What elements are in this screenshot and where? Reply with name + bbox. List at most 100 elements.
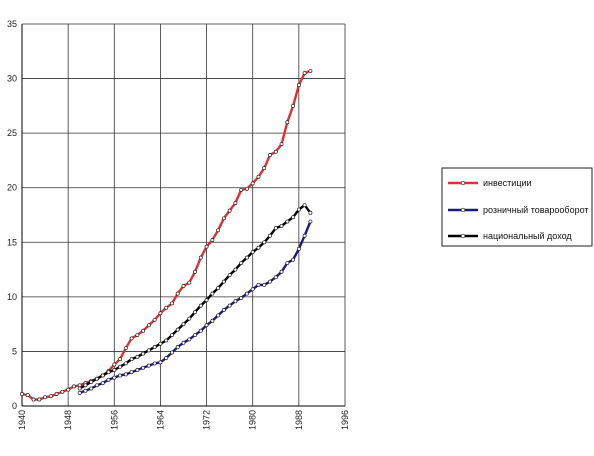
data-point (227, 208, 232, 213)
data-point (239, 295, 244, 300)
data-point (233, 201, 238, 205)
y-tick-label: 35 (7, 19, 17, 29)
data-point (106, 377, 111, 382)
data-point (112, 375, 117, 380)
data-point (83, 383, 88, 388)
data-point (129, 336, 134, 341)
data-point (54, 392, 59, 396)
data-point (37, 397, 42, 402)
data-point (308, 210, 313, 215)
x-tick-label: 1948 (63, 410, 73, 430)
data-point (123, 346, 128, 351)
data-point (152, 317, 157, 322)
data-point (77, 390, 82, 395)
data-point (244, 255, 249, 260)
data-point (175, 327, 180, 332)
data-point (302, 71, 307, 76)
data-point (164, 305, 169, 310)
data-point (233, 299, 238, 304)
y-tick-label: 5 (12, 346, 17, 356)
data-point (170, 333, 174, 338)
data-point (123, 372, 128, 377)
legend-label: розничный товарооборот (483, 205, 589, 215)
data-point (141, 328, 146, 333)
y-axis-tick-labels: 0 5 10 15 20 25 30 35 (7, 19, 17, 411)
data-point (112, 362, 117, 367)
data-point (187, 337, 192, 342)
data-point (233, 267, 238, 272)
data-point (221, 279, 226, 284)
data-point (193, 310, 197, 315)
data-point (158, 341, 163, 346)
data-point (204, 323, 209, 328)
data-point (129, 357, 134, 362)
data-point (146, 323, 151, 328)
data-point (210, 318, 215, 323)
y-tick-label: 25 (7, 128, 17, 138)
data-point (175, 291, 180, 296)
data-point (164, 356, 169, 360)
data-point (250, 287, 255, 292)
data-point (244, 186, 249, 191)
data-point (146, 348, 151, 353)
data-point (262, 240, 267, 245)
data-point (25, 393, 30, 398)
data-point (268, 233, 272, 238)
data-point (193, 333, 197, 338)
data-point (112, 368, 117, 372)
data-point (181, 322, 186, 327)
data-point (71, 384, 76, 389)
y-tick-label: 0 (12, 401, 17, 411)
data-point (60, 389, 65, 394)
data-point (268, 279, 272, 284)
data-point (273, 226, 278, 231)
data-point (244, 291, 249, 296)
data-point (221, 216, 226, 221)
data-point (216, 313, 221, 318)
legend: инвестиции розничный товарооборот национал… (441, 167, 593, 247)
data-point (268, 153, 272, 157)
data-point (204, 244, 209, 249)
data-point (158, 311, 163, 316)
y-tick-label: 10 (7, 292, 17, 302)
x-axis-tick-labels: 1940 1948 1956 1964 1972 1980 1988 1996 (17, 410, 350, 430)
gridlines (21, 23, 346, 407)
data-point (118, 373, 123, 378)
x-tick-label: 1996 (340, 410, 350, 430)
data-point (250, 181, 255, 186)
data-point (187, 316, 192, 321)
plot-area (22, 24, 345, 406)
x-tick-label: 1980 (248, 410, 258, 430)
data-point (279, 269, 284, 274)
data-point (285, 120, 290, 125)
x-tick-label: 1940 (17, 410, 27, 430)
data-point (279, 223, 284, 228)
data-point (170, 350, 174, 355)
data-point (308, 219, 313, 224)
data-point (175, 345, 180, 350)
data-point (216, 228, 221, 233)
data-point (273, 149, 278, 154)
legend-label: национальный доход (483, 231, 572, 241)
data-point (135, 333, 140, 338)
data-point (48, 394, 53, 399)
axes (21, 24, 345, 407)
data-point (152, 345, 157, 350)
x-tick-label: 1964 (155, 410, 165, 430)
data-point (43, 395, 48, 400)
data-point (129, 370, 134, 375)
data-point (210, 238, 215, 243)
data-point (164, 338, 169, 343)
data-point (77, 386, 82, 391)
y-tick-label: 15 (7, 237, 17, 247)
legend-box (441, 167, 593, 247)
x-tick-label: 1956 (109, 410, 119, 430)
data-point (170, 301, 174, 306)
data-point (118, 364, 123, 369)
data-point (262, 282, 267, 287)
legend-swatch-marker (460, 207, 466, 213)
data-point (256, 174, 261, 179)
data-point (210, 291, 215, 296)
data-point (100, 381, 105, 386)
legend-swatch-marker (460, 180, 466, 186)
